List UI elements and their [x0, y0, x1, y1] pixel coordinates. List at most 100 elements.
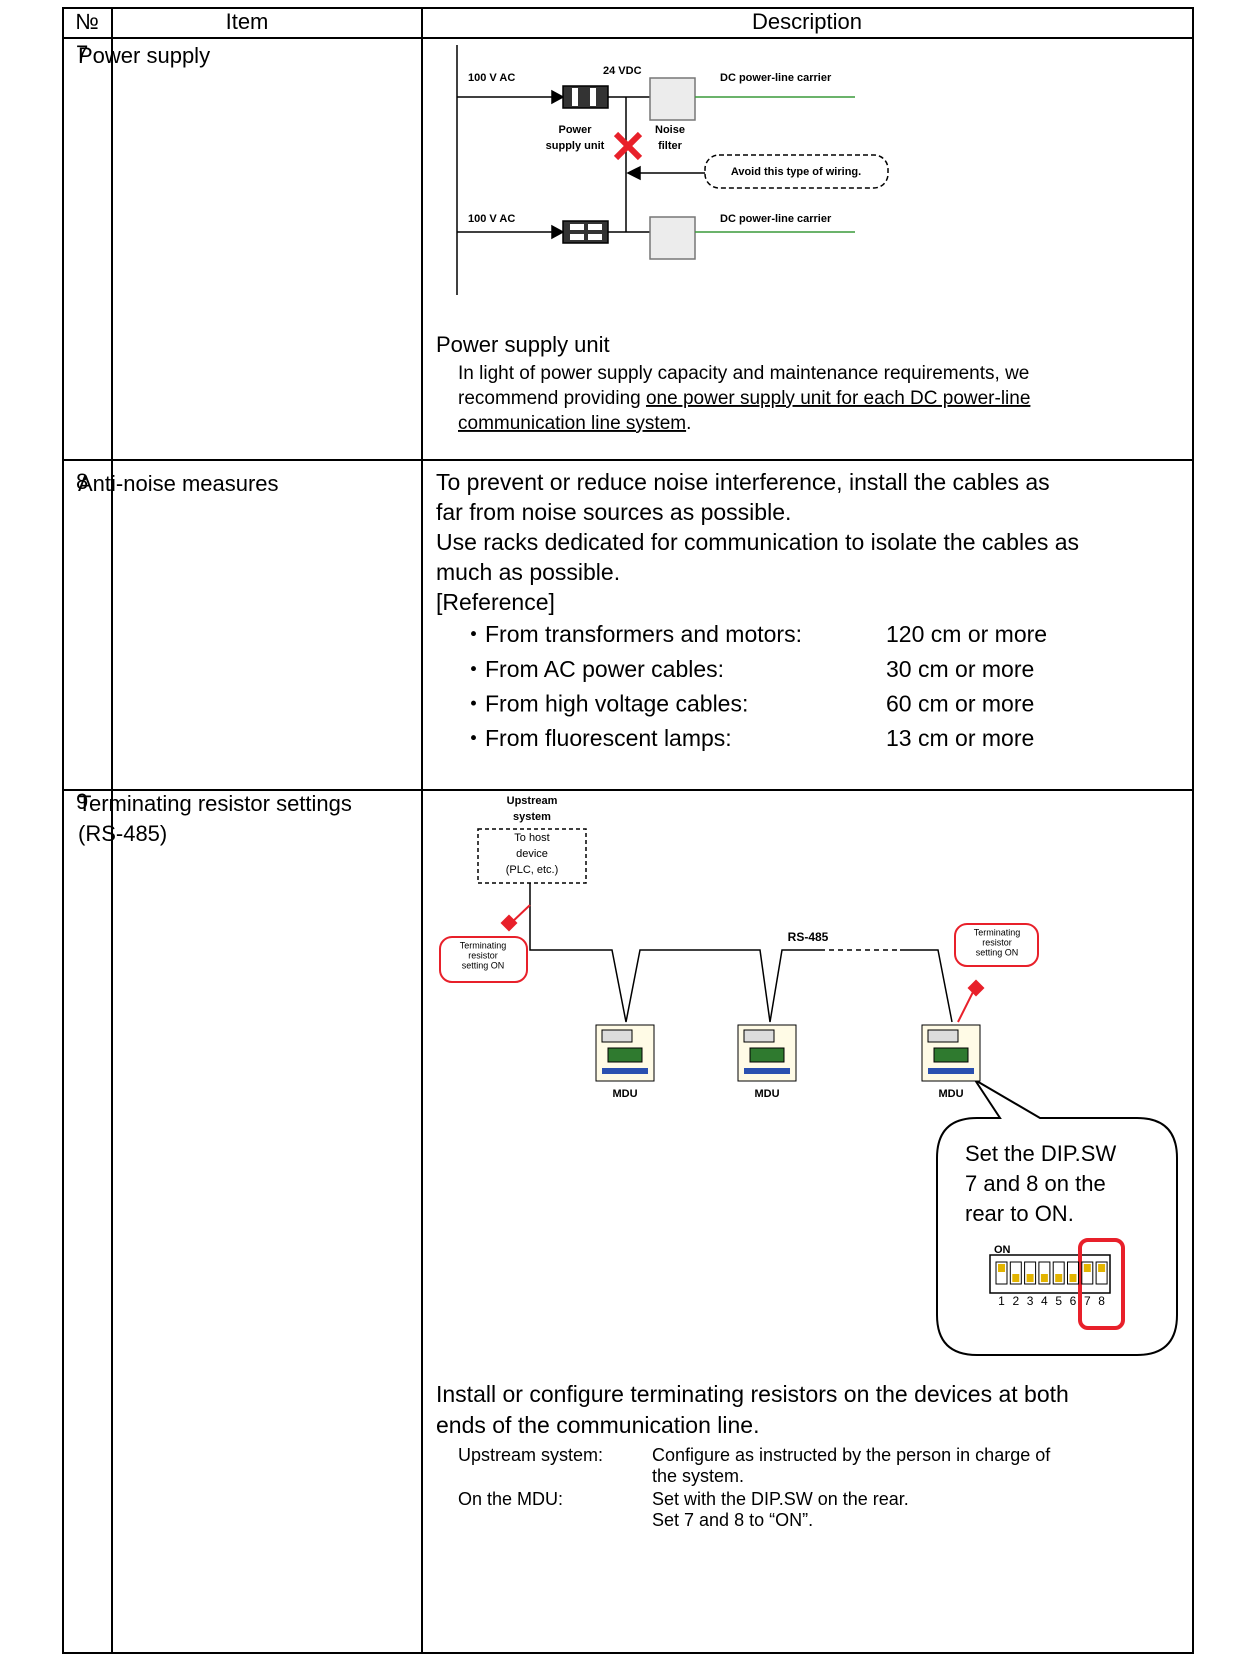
device-label: MDU [754, 1088, 779, 1100]
table-grid [62, 7, 1194, 1654]
rs485-diagram [439, 828, 1178, 1356]
header-cell: Description [752, 9, 862, 34]
reference-source: ・From high voltage cables: [462, 690, 748, 716]
diagram-label: DC power-line carrier [720, 72, 832, 84]
setting-target: Upstream system: [458, 1445, 603, 1465]
paragraph-line: communication line system. [458, 413, 691, 434]
diagram-label: Noise [655, 124, 685, 136]
cross-stroke [613, 131, 643, 161]
pointer-marker [967, 979, 985, 997]
pointer-marker [500, 914, 518, 932]
diagram-label: system [513, 811, 551, 823]
paragraph-line: recommend providing one power supply uni… [458, 388, 1030, 409]
psu-stripe [572, 88, 578, 106]
row-number: 7 [76, 41, 88, 66]
diagram-label: Power [558, 124, 592, 136]
row-number: 8 [76, 469, 88, 494]
diagram-label: 100 V AC [468, 213, 515, 225]
text-segment: . [686, 413, 691, 434]
header-cell: № [75, 9, 99, 34]
dip-slot [1038, 1261, 1051, 1285]
bus-label: RS-485 [788, 930, 829, 944]
reference-source: ・From AC power cables: [462, 656, 724, 682]
diagram-label: supply unit [546, 140, 605, 152]
item-name: Terminating resistor settings [78, 791, 352, 816]
setting-instruction: Configure as instructed by the person in… [652, 1445, 1051, 1465]
setting-instruction: Set with the DIP.SW on the rear. [652, 1489, 909, 1509]
filter-box [649, 77, 696, 121]
mdu-connector [602, 1068, 648, 1074]
warning-bubble [704, 154, 889, 189]
setting-target: On the MDU: [458, 1489, 563, 1509]
dip-number: 1 [998, 1294, 1005, 1308]
text-segment: one power supply unit for each DC power-… [646, 388, 1030, 409]
reference-distance: 13 cm or more [886, 725, 1034, 751]
dip-lever [1055, 1274, 1063, 1282]
mdu-connector [928, 1068, 974, 1074]
psu-stripe [570, 234, 584, 240]
terminating-callout [439, 936, 528, 983]
text-segment: communication line system [458, 413, 686, 434]
bus-line [529, 883, 820, 1023]
dip-label: ON [994, 1244, 1011, 1256]
callout-text: Terminating [974, 927, 1021, 937]
mdu-display [933, 1047, 969, 1063]
setting-instruction: the system. [652, 1466, 744, 1486]
dip-number: 2 [1012, 1294, 1019, 1308]
dip-lever [1069, 1274, 1077, 1282]
diagram-label: (PLC, etc.) [506, 864, 559, 876]
reference-distance: 60 cm or more [886, 690, 1034, 716]
mdu-terminal [743, 1029, 775, 1043]
paragraph-line: To prevent or reduce noise interference,… [436, 469, 1050, 495]
mdu-connector [744, 1068, 790, 1074]
paragraph-line: Install or configure terminating resisto… [436, 1381, 1069, 1407]
arrow [551, 224, 565, 240]
device-label: MDU [612, 1088, 637, 1100]
diagram-label: 24 VDC [603, 65, 642, 77]
paragraph-line: ends of the communication line. [436, 1412, 759, 1438]
diagram-label: DC power-line carrier [720, 213, 832, 225]
diagram-label: 100 V AC [468, 72, 515, 84]
arrow [551, 89, 565, 105]
callout-text: setting ON [976, 947, 1019, 957]
mdu-display [607, 1047, 643, 1063]
dip-number: 7 [1084, 1294, 1091, 1308]
dip-lever [1083, 1264, 1091, 1272]
reference-source: ・From fluorescent lamps: [462, 725, 732, 751]
text-segment: recommend providing [458, 388, 646, 409]
reference-heading: [Reference] [436, 589, 555, 615]
dip-lever [1040, 1274, 1048, 1282]
dip-slot [1095, 1261, 1108, 1285]
mdu-terminal [601, 1029, 633, 1043]
dip-number: 4 [1041, 1294, 1048, 1308]
diagram-label: filter [658, 140, 683, 152]
devices [595, 1024, 981, 1082]
filter-box [649, 216, 696, 260]
dip-lever [1012, 1274, 1020, 1282]
cross-mark [613, 131, 643, 161]
dip-number: 3 [1027, 1294, 1034, 1308]
item-name: Anti-noise measures [78, 471, 279, 496]
psu-stripe [590, 88, 596, 106]
reference-distance: 120 cm or more [886, 621, 1047, 647]
mdu-display [749, 1047, 785, 1063]
dip-slot [1081, 1261, 1094, 1285]
bus-line [900, 949, 953, 1023]
dip-slot [1024, 1261, 1037, 1285]
diagram-label: device [516, 848, 548, 860]
callout-text: setting ON [462, 960, 505, 970]
dip-number: 6 [1070, 1294, 1077, 1308]
dip-slot [1052, 1261, 1065, 1285]
highlight-box [1078, 1238, 1125, 1330]
dip-number: 5 [1055, 1294, 1062, 1308]
power-diagram [456, 45, 889, 295]
callout-text: Set the DIP.SW [965, 1141, 1116, 1166]
item-name: (RS-485) [78, 821, 167, 846]
header-cell: Item [226, 9, 269, 34]
warning-text: Avoid this type of wiring. [731, 166, 861, 178]
item-name: Power supply [78, 43, 210, 68]
table-border [62, 7, 1194, 1654]
paragraph-line: much as possible. [436, 559, 620, 585]
callout-text: 7 and 8 on the [965, 1171, 1106, 1196]
diagram-label: Upstream [507, 795, 558, 807]
